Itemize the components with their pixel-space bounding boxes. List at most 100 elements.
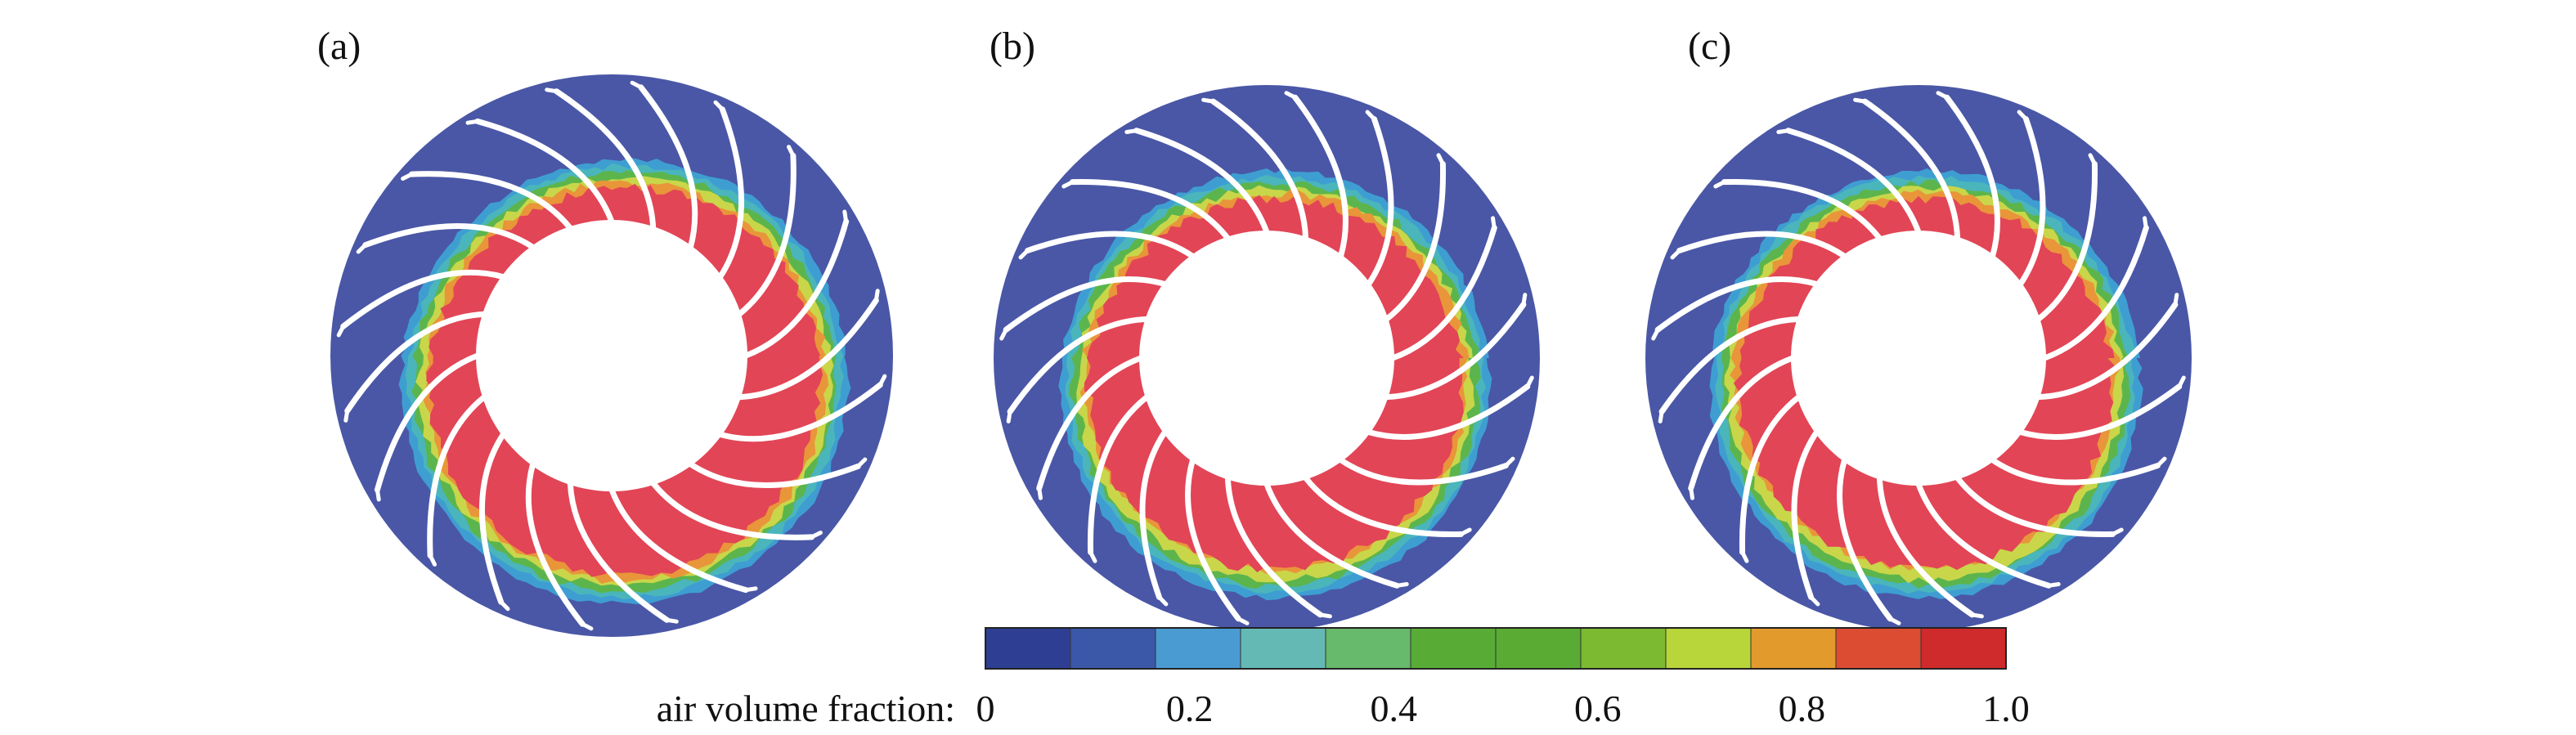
blades <box>999 91 1534 625</box>
blade-tip <box>873 289 880 303</box>
blade-tip <box>1124 128 1139 134</box>
colorbar-segment <box>1070 627 1156 670</box>
blade <box>2017 383 2183 440</box>
blade-tip <box>1236 616 1250 625</box>
blade <box>1944 94 2000 259</box>
blade <box>1791 429 1820 600</box>
blade <box>478 431 506 605</box>
colorbar-segment <box>1580 627 1667 670</box>
blade-tip <box>1689 486 1694 500</box>
blade <box>340 269 506 329</box>
blade <box>1384 302 1527 401</box>
blade <box>1210 98 1309 241</box>
colorbar-segment <box>1665 627 1752 670</box>
blade <box>1389 225 1497 361</box>
blade-tip <box>787 145 796 158</box>
blade-tip <box>1436 153 1445 166</box>
blade <box>362 222 536 250</box>
colorbar-segment <box>1410 627 1497 670</box>
blade <box>1088 394 1150 555</box>
blade <box>638 84 698 250</box>
blade-tip <box>2088 153 2097 166</box>
blade-tip <box>401 172 414 181</box>
blade <box>1676 231 1847 259</box>
blade-tip <box>2046 582 2061 588</box>
colorbar-segment <box>1495 627 1582 670</box>
colorbar-segment <box>1155 627 1241 670</box>
blade <box>1954 475 2116 537</box>
colorbar-tick-label: 1.0 <box>1982 688 2030 729</box>
blade-tip <box>1018 249 1030 260</box>
blade-tip <box>877 374 887 388</box>
blade-tip <box>630 80 644 90</box>
blade <box>554 88 657 231</box>
blade <box>427 394 487 559</box>
blade <box>567 480 670 623</box>
blade-tip <box>1284 91 1298 100</box>
blade <box>1654 276 1820 333</box>
blade <box>374 352 481 493</box>
blade <box>344 311 487 414</box>
blade-tip <box>1157 594 1169 607</box>
colorbar-segments <box>985 627 2007 670</box>
blade-tip <box>1525 375 1534 389</box>
blade-tip <box>855 457 868 468</box>
blade <box>650 480 815 540</box>
blade <box>1915 481 2052 589</box>
blade-tip <box>1970 612 1984 619</box>
panel-label: (c) <box>1688 25 1731 68</box>
blade <box>2035 302 2179 401</box>
blade <box>2041 225 2149 361</box>
colorbar-ticks: 0 0.2 0.4 0.6 0.8 1.0 <box>976 688 2030 729</box>
blade <box>736 298 879 401</box>
blade-tip <box>1006 410 1012 424</box>
blade-tip <box>743 586 758 593</box>
blade <box>1862 98 1961 241</box>
blade <box>1133 128 1270 235</box>
blade-tip <box>499 599 510 612</box>
blade-tip <box>1491 216 1497 231</box>
blade <box>1070 179 1231 241</box>
blades <box>1651 91 2186 625</box>
blade-tip <box>356 243 368 254</box>
blade-tip <box>1651 327 1660 341</box>
blade <box>1139 429 1168 600</box>
blade-tip <box>1670 249 1682 260</box>
colorbar-segment <box>1835 627 1922 670</box>
blade <box>1185 457 1241 622</box>
blade-tip <box>1459 527 1472 536</box>
blade <box>743 218 850 359</box>
impeller-panel-1: (a) <box>317 25 893 637</box>
blade-tip <box>545 87 559 94</box>
colorbar-segment <box>1750 627 1837 670</box>
blade <box>717 382 883 442</box>
blade <box>1025 231 1196 259</box>
blade-tip <box>2143 216 2148 231</box>
panel-label: (a) <box>317 25 361 68</box>
hub <box>476 220 747 491</box>
blade-tip <box>1740 550 1749 563</box>
colorbar-segment <box>1325 627 1411 670</box>
panel-label: (b) <box>990 25 1035 68</box>
blade <box>408 171 573 231</box>
colorbar-tick-label: 0.8 <box>1779 688 1826 729</box>
blade <box>1366 383 1531 440</box>
blade <box>1036 355 1144 491</box>
panels: (a) (b) (c) <box>317 25 2192 637</box>
blade <box>1303 475 1464 537</box>
blade-tip <box>465 119 480 125</box>
blade-tip <box>810 531 823 540</box>
blade-tip <box>1061 180 1075 189</box>
blade-tip <box>1853 97 1867 104</box>
blade-tip <box>580 621 594 631</box>
impeller-panel-2: (b) <box>990 25 1540 631</box>
colorbar-segment <box>1920 627 2007 670</box>
blade-tip <box>1809 594 1820 607</box>
blade-tip <box>1037 486 1043 500</box>
blade <box>474 118 615 225</box>
blade-tip <box>1201 97 1215 104</box>
blade <box>1263 481 1400 589</box>
colorbar-label: air volume fraction: <box>657 688 955 729</box>
colorbar-tick-label: 0.6 <box>1574 688 1622 729</box>
blade <box>736 152 797 317</box>
